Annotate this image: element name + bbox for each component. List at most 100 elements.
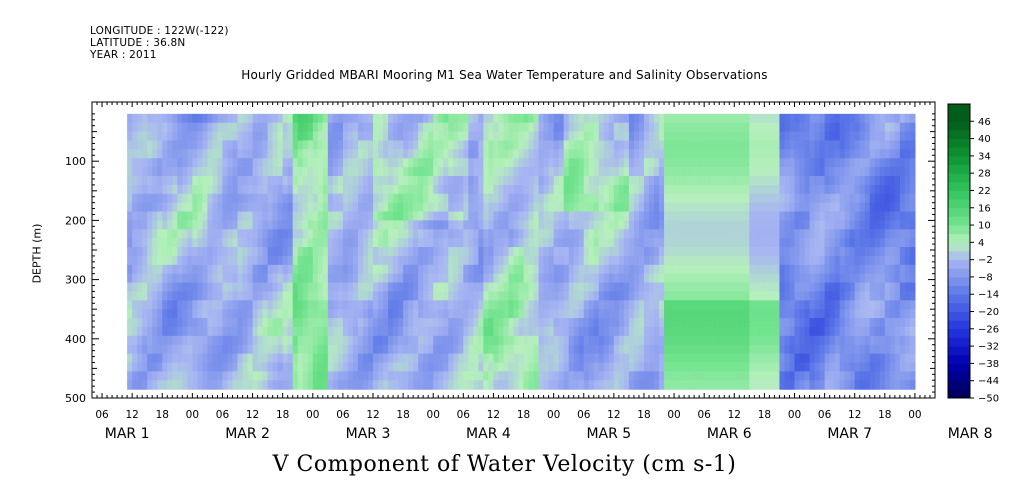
heatmap-cell — [503, 255, 510, 266]
heatmap-cell — [217, 300, 224, 310]
heatmap-cell — [894, 220, 901, 230]
heatmap-cell — [478, 273, 484, 284]
heatmap-cell — [222, 273, 229, 284]
heatmap-cell — [227, 220, 234, 230]
heatmap-cell — [498, 300, 505, 310]
heatmap-cell — [488, 131, 495, 142]
heatmap-cell — [734, 149, 740, 159]
heatmap-cell — [714, 318, 720, 328]
heatmap-cell — [357, 131, 364, 142]
heatmap-cell — [694, 273, 700, 284]
heatmap-cell — [192, 264, 198, 275]
heatmap-cell — [769, 229, 776, 239]
heatmap-cell — [403, 158, 409, 168]
heatmap-cell — [588, 247, 595, 257]
heatmap-cell — [633, 255, 640, 266]
heatmap-cell — [648, 211, 655, 221]
heatmap-cell — [568, 309, 575, 319]
heatmap-cell — [779, 184, 786, 195]
heatmap-cell — [297, 220, 304, 230]
heatmap-cell — [332, 238, 339, 248]
heatmap-cell — [448, 131, 454, 142]
heatmap-cell — [493, 113, 500, 124]
heatmap-cell — [633, 229, 640, 239]
heatmap-cell — [342, 140, 349, 150]
heatmap-cell — [297, 309, 304, 319]
heatmap-cell — [458, 167, 464, 177]
heatmap-cell — [779, 380, 786, 390]
heatmap-cell — [638, 353, 645, 364]
heatmap-cell — [152, 238, 158, 248]
heatmap-cell — [127, 184, 133, 195]
heatmap-cell — [132, 220, 138, 230]
heatmap-cell — [282, 264, 289, 275]
heatmap-cell — [398, 247, 404, 257]
heatmap-cell — [347, 211, 354, 221]
heatmap-cell — [167, 167, 173, 177]
heatmap-cell — [182, 318, 188, 328]
heatmap-cell — [598, 113, 605, 124]
heatmap-cell — [362, 113, 369, 124]
heatmap-cell — [754, 326, 760, 337]
heatmap-cell — [543, 380, 550, 390]
heatmap-cell — [362, 211, 369, 221]
heatmap-cell — [307, 264, 314, 275]
heatmap-cell — [227, 211, 234, 221]
heatmap-cell — [327, 309, 334, 319]
heatmap-cell — [754, 362, 760, 372]
heatmap-cell — [312, 184, 319, 195]
heatmap-cell — [478, 202, 484, 213]
heatmap-cell — [453, 247, 459, 257]
heatmap-cell — [362, 193, 369, 204]
heatmap-cell — [734, 380, 740, 390]
heatmap-cell — [523, 193, 530, 204]
heatmap-cell — [197, 202, 203, 213]
heatmap-cell — [362, 300, 369, 310]
heatmap-cell — [674, 184, 680, 195]
heatmap-cell — [513, 335, 520, 346]
heatmap-cell — [252, 353, 259, 364]
heatmap-cell — [729, 326, 735, 337]
heatmap-cell — [628, 140, 635, 150]
heatmap-cell — [819, 122, 826, 133]
heatmap-cell — [734, 247, 740, 257]
heatmap-cell — [889, 229, 896, 239]
heatmap-cell — [884, 380, 891, 390]
heatmap-cell — [774, 211, 781, 221]
heatmap-cell — [894, 202, 901, 213]
heatmap-cell — [177, 193, 183, 204]
heatmap-cell — [373, 184, 379, 195]
heatmap-cell — [307, 371, 314, 381]
heatmap-cell — [463, 202, 469, 213]
heatmap-cell — [362, 131, 369, 142]
heatmap-cell — [378, 300, 384, 310]
heatmap-cell — [292, 318, 299, 328]
heatmap-cell — [654, 113, 660, 124]
heatmap-cell — [674, 193, 680, 204]
heatmap-cell — [764, 131, 771, 142]
heatmap-cell — [207, 362, 214, 372]
heatmap-cell — [593, 131, 600, 142]
heatmap-cell — [724, 238, 730, 248]
heatmap-cell — [824, 184, 831, 195]
heatmap-cell — [197, 158, 203, 168]
heatmap-cell — [789, 264, 796, 275]
heatmap-cell — [498, 335, 505, 346]
heatmap-cell — [884, 326, 891, 337]
heatmap-cell — [182, 229, 188, 239]
heatmap-cell — [739, 220, 745, 230]
heatmap-cell — [132, 202, 138, 213]
heatmap-cell — [669, 131, 675, 142]
plot-axes: 06 12 18 00 06 12 18 00 06 12 18 00 06 12 18 00 06 12 18 00… — [65, 101, 993, 442]
heatmap-cell — [819, 344, 826, 355]
heatmap-cell — [884, 264, 891, 275]
heatmap-cell — [909, 255, 916, 266]
heatmap-cell — [172, 184, 178, 195]
heatmap-cell — [603, 247, 610, 257]
heatmap-cell — [643, 158, 650, 168]
heatmap-cell — [513, 122, 520, 133]
heatmap-cell — [162, 184, 168, 195]
heatmap-cell — [694, 300, 700, 310]
heatmap-cell — [242, 229, 249, 239]
heatmap-cell — [357, 264, 364, 275]
